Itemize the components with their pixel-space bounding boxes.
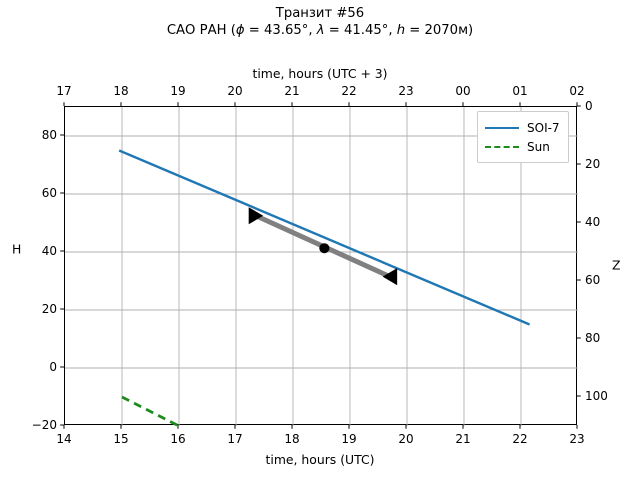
y-tick-label-right: 0 (585, 99, 593, 113)
figure-title: Транзит #56 САО РАН (ϕ = 43.65°, λ = 41.… (0, 6, 640, 40)
x-tick-label-bottom: 14 (56, 432, 72, 446)
title-line-2: САО РАН (ϕ = 43.65°, λ = 41.45°, h = 207… (0, 23, 640, 40)
lambda-value: = 41.45°, (324, 22, 397, 38)
end-marker (382, 268, 398, 286)
x-tick-label-bottom: 21 (455, 432, 471, 446)
y-axis-title-left: H (12, 241, 22, 257)
y-tick-label-right: 100 (585, 389, 608, 403)
y-tick-label-left: 0 (49, 360, 57, 374)
x-tick-label-bottom: 22 (512, 432, 528, 446)
x-tick-label-top: 00 (455, 84, 471, 98)
data-layer (118, 149, 531, 428)
y-tick-label-right: 80 (585, 331, 601, 345)
title-site: САО РАН ( (166, 22, 236, 38)
y-tick-label-left: −20 (31, 418, 57, 432)
y-tick-label-right: 20 (585, 157, 601, 171)
x-tick-label-top: 18 (113, 84, 129, 98)
title-line-1: Транзит #56 (275, 6, 365, 21)
y-tick-label-left: 40 (41, 244, 57, 258)
culmination-marker (319, 243, 330, 254)
legend-swatch-dashed-line-icon (485, 141, 519, 153)
x-axis-title-top: time, hours (UTC + 3) (252, 66, 388, 81)
x-axis-title-bottom: time, hours (UTC) (265, 452, 375, 467)
x-tick-label-top: 01 (512, 84, 528, 98)
legend-label: SOI-7 (527, 120, 560, 135)
x-tick-label-bottom: 16 (170, 432, 186, 446)
x-tick-label-top: 19 (170, 84, 186, 98)
x-tick-label-top: 17 (56, 84, 72, 98)
x-tick-label-bottom: 15 (113, 432, 129, 446)
start-marker (248, 207, 264, 225)
x-tick-label-bottom: 23 (569, 432, 585, 446)
phi-symbol: ϕ (235, 22, 245, 38)
h-symbol: h (396, 22, 406, 38)
y-tick-label-left: 60 (41, 186, 57, 200)
series-soi-7 (118, 149, 531, 326)
legend-entry[interactable]: Sun (485, 137, 560, 156)
legend-box: SOI-7 Sun (477, 111, 569, 163)
x-tick-label-top: 22 (341, 84, 357, 98)
legend-entry[interactable]: SOI-7 (485, 118, 560, 137)
phi-value: = 43.65°, (244, 22, 317, 38)
x-tick-label-top: 21 (284, 84, 300, 98)
x-tick-label-bottom: 17 (227, 432, 243, 446)
y-tick-label-left: 20 (41, 302, 57, 316)
lambda-symbol: λ (316, 22, 325, 38)
grid-lines (65, 107, 578, 426)
series-sun (121, 395, 180, 428)
x-tick-label-bottom: 19 (341, 432, 357, 446)
legend-label: Sun (527, 139, 550, 154)
x-tick-label-bottom: 20 (398, 432, 414, 446)
x-tick-label-top: 23 (398, 84, 414, 98)
legend-swatch-solid-line-icon (485, 122, 519, 134)
x-tick-label-top: 02 (569, 84, 585, 98)
x-tick-label-bottom: 18 (284, 432, 300, 446)
h-value: = 2070м) (405, 22, 474, 38)
y-tick-label-right: 60 (585, 273, 601, 287)
y-tick-label-left: 80 (41, 128, 57, 142)
y-tick-label-right: 40 (585, 215, 601, 229)
x-tick-label-top: 20 (227, 84, 243, 98)
y-axis-title-right: Z (612, 257, 621, 273)
